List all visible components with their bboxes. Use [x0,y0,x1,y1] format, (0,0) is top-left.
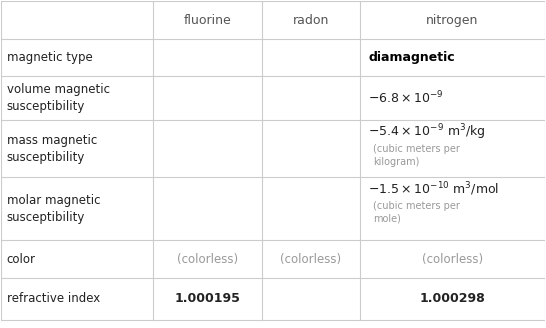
Text: (cubic meters per
mole): (cubic meters per mole) [373,201,460,224]
Text: volume magnetic
susceptibility: volume magnetic susceptibility [7,83,110,113]
Text: (colorless): (colorless) [422,253,483,266]
Text: 1.000195: 1.000195 [175,293,241,305]
Text: diamagnetic: diamagnetic [368,51,455,64]
Text: nitrogen: nitrogen [426,13,478,27]
Text: (colorless): (colorless) [281,253,342,266]
Text: fluorine: fluorine [184,13,232,27]
Text: (cubic meters per
kilogram): (cubic meters per kilogram) [373,145,460,167]
Text: 1.000298: 1.000298 [419,293,485,305]
Text: magnetic type: magnetic type [7,51,93,64]
Text: refractive index: refractive index [7,293,100,305]
Text: color: color [7,253,36,266]
Text: mass magnetic
susceptibility: mass magnetic susceptibility [7,133,97,164]
Text: $-1.5\times10^{-10}\ \mathrm{m^3/mol}$: $-1.5\times10^{-10}\ \mathrm{m^3/mol}$ [368,181,499,198]
Text: (colorless): (colorless) [177,253,239,266]
Text: molar magnetic
susceptibility: molar magnetic susceptibility [7,194,100,224]
Text: radon: radon [293,13,329,27]
Text: $-5.4\times10^{-9}\ \mathrm{m^3/kg}$: $-5.4\times10^{-9}\ \mathrm{m^3/kg}$ [368,123,485,142]
Text: $-6.8\times10^{-9}$: $-6.8\times10^{-9}$ [368,90,443,107]
